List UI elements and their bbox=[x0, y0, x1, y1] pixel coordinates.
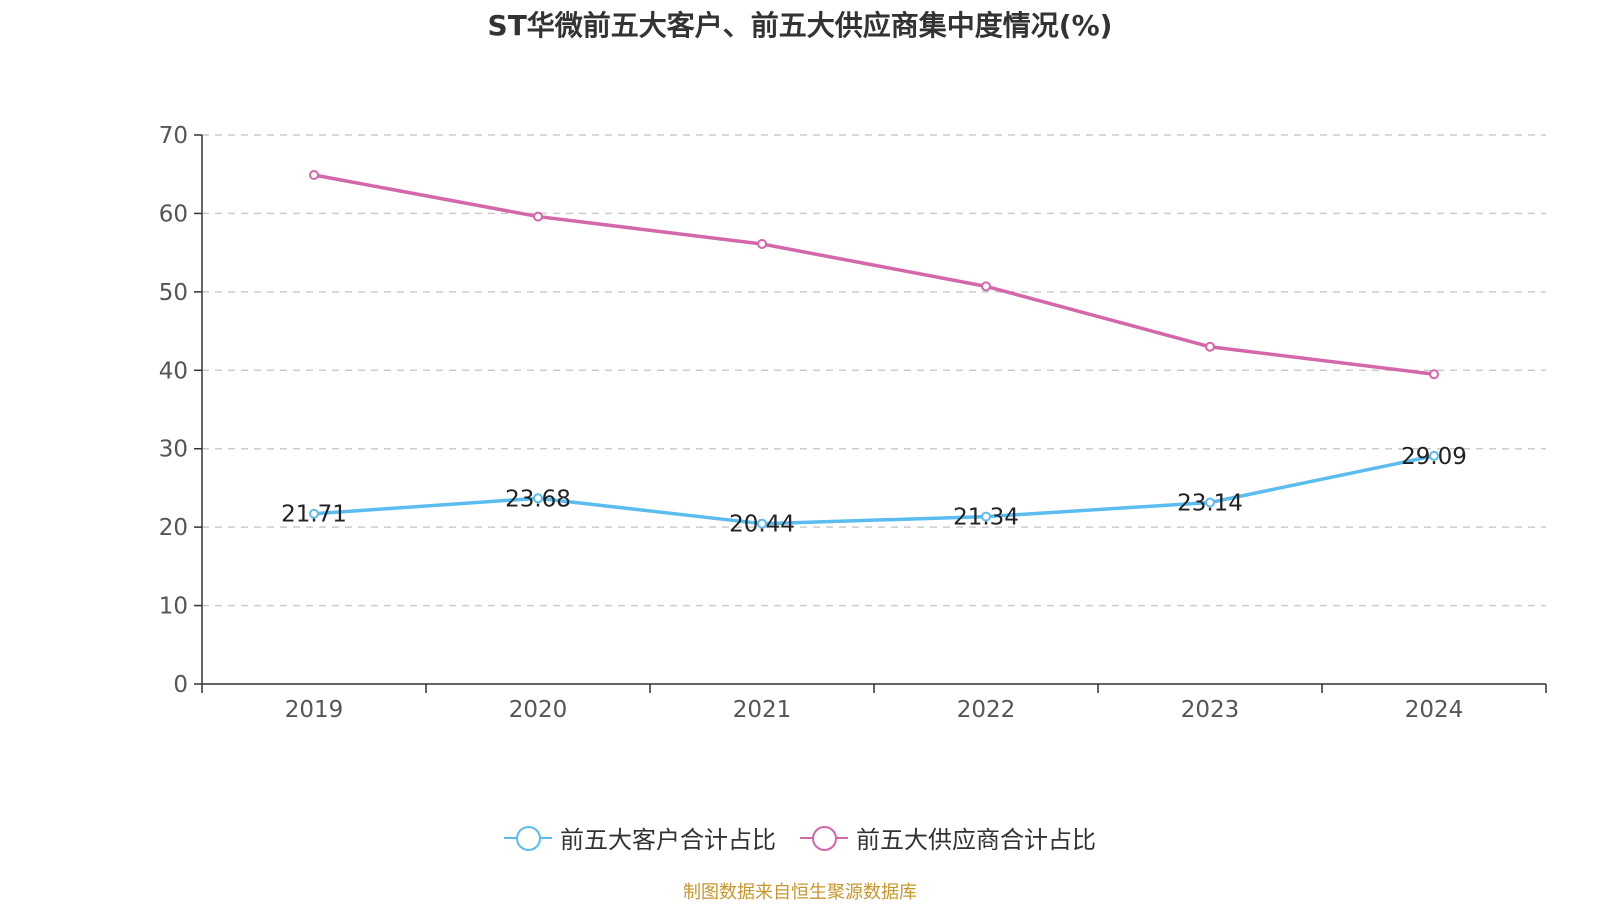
y-tick-label: 0 bbox=[173, 672, 188, 698]
data-point-1-2023 bbox=[1205, 497, 1215, 508]
data-label-2022: 21.34 bbox=[953, 505, 1019, 531]
x-tick-label-2024: 2024 bbox=[1405, 697, 1464, 723]
series-line-1 bbox=[313, 454, 1435, 526]
legend: 前五大客户合计占比 前五大供应商合计占比 bbox=[0, 820, 1600, 855]
legend-marker-suppliers bbox=[800, 824, 848, 852]
chart-title: ST华微前五大客户、前五大供应商集中度情况(%) bbox=[487, 9, 1113, 42]
data-point-1-2024 bbox=[1429, 450, 1439, 461]
data-label-2020: 23.68 bbox=[505, 486, 571, 512]
data-point-1-2020 bbox=[533, 493, 543, 504]
data-point-2-2020 bbox=[533, 211, 543, 222]
data-point-2-2019 bbox=[309, 169, 319, 180]
legend-marker-customers bbox=[504, 824, 552, 852]
y-tick-label: 20 bbox=[159, 515, 188, 541]
data-point-1-2021 bbox=[757, 518, 767, 529]
data-point-2-2023 bbox=[1205, 341, 1215, 352]
y-tick-label: 10 bbox=[159, 594, 188, 620]
data-point-2-2021 bbox=[757, 239, 767, 250]
legend-item-suppliers[interactable]: 前五大供应商合计占比 bbox=[800, 820, 1096, 855]
y-tick-label: 50 bbox=[159, 280, 188, 306]
legend-label-customers: 前五大客户合计占比 bbox=[560, 826, 776, 854]
data-point-2-2024 bbox=[1429, 369, 1439, 380]
data-labels: 21.71 23.68 20.44 21.34 23.14 29.09 bbox=[281, 444, 1467, 538]
y-tick-label: 40 bbox=[159, 358, 188, 384]
axes: 0 10 20 30 40 50 60 70 2019 2020 2021 2022 2023 2024 bbox=[159, 123, 1547, 723]
x-tick-label-2019: 2019 bbox=[285, 697, 344, 723]
x-tick-label-2020: 2020 bbox=[509, 697, 568, 723]
legend-item-customers[interactable]: 前五大客户合计占比 bbox=[504, 820, 776, 855]
series-line-2 bbox=[313, 173, 1435, 376]
y-tick-label: 60 bbox=[159, 201, 188, 227]
x-tick-label-2021: 2021 bbox=[733, 697, 792, 723]
y-tick-label: 70 bbox=[159, 123, 188, 149]
data-point-2-2022 bbox=[981, 281, 991, 292]
x-tick-label-2022: 2022 bbox=[957, 697, 1016, 723]
y-tick-label: 30 bbox=[159, 437, 188, 463]
grid-lines bbox=[202, 134, 1546, 607]
x-tick-label-2023: 2023 bbox=[1181, 697, 1240, 723]
data-label-2019: 21.71 bbox=[281, 502, 347, 528]
data-label-2024: 29.09 bbox=[1401, 444, 1467, 470]
data-point-1-2019 bbox=[309, 508, 319, 519]
series bbox=[309, 169, 1439, 529]
data-label-2023: 23.14 bbox=[1177, 491, 1243, 517]
data-label-2021: 20.44 bbox=[729, 512, 795, 538]
legend-label-suppliers: 前五大供应商合计占比 bbox=[856, 826, 1096, 854]
data-point-1-2022 bbox=[981, 511, 991, 522]
source-note: 制图数据来自恒生聚源数据库 bbox=[683, 882, 917, 903]
